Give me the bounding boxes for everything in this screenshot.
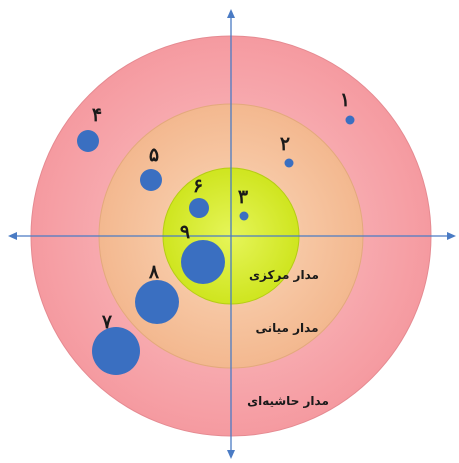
center-orbit-label: مدار مرکزی bbox=[249, 268, 319, 282]
point-3-dot bbox=[239, 211, 249, 221]
point-4-dot bbox=[77, 130, 99, 152]
point-4-label: ۴ bbox=[92, 104, 102, 126]
outer-orbit-label: مدار حاشیه‌ای bbox=[247, 394, 329, 408]
point-8-label: ۸ bbox=[148, 261, 160, 283]
point-1-dot bbox=[345, 115, 355, 125]
point-1-label: ۱ bbox=[340, 89, 350, 111]
point-9-label: ۹ bbox=[180, 221, 190, 243]
point-7-dot bbox=[92, 327, 140, 375]
point-labels: ۱ ۲ ۳ ۴ ۵ ۶ ۷ ۸ ۹ bbox=[92, 89, 350, 333]
point-2-label: ۲ bbox=[280, 133, 290, 155]
point-5-label: ۵ bbox=[149, 144, 159, 166]
points bbox=[77, 115, 355, 375]
point-2-dot bbox=[284, 158, 294, 168]
point-6-dot bbox=[189, 198, 209, 218]
axes bbox=[8, 9, 456, 459]
middle-orbit-label: مدار میانی bbox=[255, 321, 318, 335]
up-arrow-icon bbox=[227, 9, 235, 18]
point-3-label: ۳ bbox=[238, 186, 249, 208]
point-8-dot bbox=[135, 280, 179, 324]
right-arrow-icon bbox=[447, 232, 456, 240]
point-6-label: ۶ bbox=[193, 175, 203, 197]
down-arrow-icon bbox=[227, 450, 235, 459]
point-5-dot bbox=[140, 169, 162, 191]
point-7-label: ۷ bbox=[101, 311, 113, 333]
point-9-dot bbox=[181, 240, 225, 284]
left-arrow-icon bbox=[8, 232, 17, 240]
